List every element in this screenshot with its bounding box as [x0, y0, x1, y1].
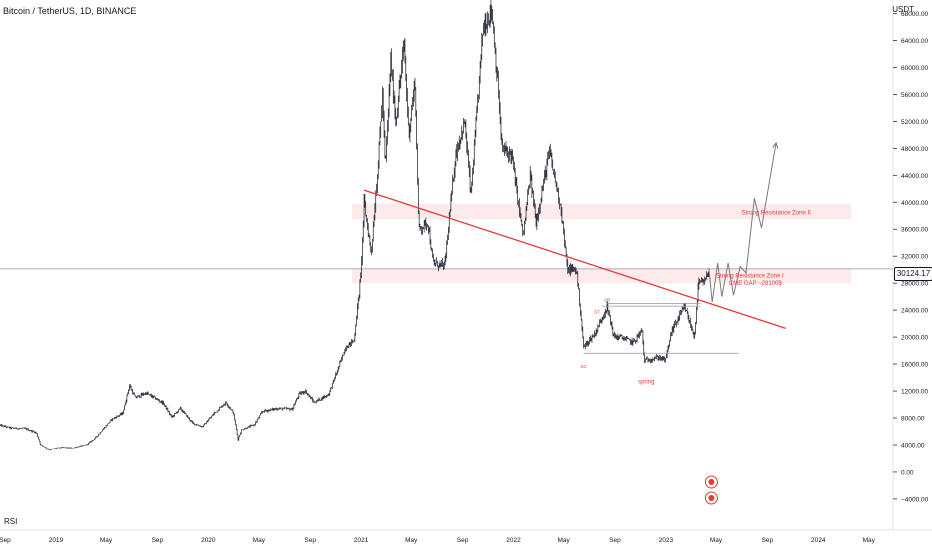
x-tick-label: May	[100, 537, 113, 544]
x-tick-label: Sep	[0, 537, 11, 544]
x-tick-label: Sep	[304, 537, 316, 544]
resistance-zone-label: Strong Resistance Zone II	[741, 210, 811, 216]
y-tick-label: 0.00	[901, 469, 914, 476]
y-tick-label: 40000.00	[901, 200, 928, 207]
y-tick-label: 8000.00	[901, 416, 925, 423]
annotation-label: CME GAP ~28100$	[729, 281, 782, 287]
y-tick-label: 24000.00	[901, 308, 928, 315]
y-tick-label: 36000.00	[901, 227, 928, 234]
x-tick-label: 2023	[659, 537, 674, 544]
y-tick-label: 68000.00	[901, 11, 928, 18]
rsi-indicator-label[interactable]: RSI	[4, 517, 18, 526]
annotation-label: ST	[594, 310, 600, 315]
x-tick-label: 2022	[506, 537, 521, 544]
y-tick-label: 56000.00	[901, 92, 928, 99]
annotation-label: spring	[638, 380, 654, 386]
current-price-tag: 30124.17	[894, 267, 932, 281]
flag-event-icon-dot	[708, 495, 715, 501]
y-tick-label: 32000.00	[901, 254, 928, 261]
lightning-event-icon[interactable]	[704, 475, 718, 489]
x-tick-label: May	[863, 537, 876, 544]
x-tick-label: Sep	[609, 537, 621, 544]
y-tick-label: 48000.00	[901, 146, 928, 153]
flag-event-icon[interactable]	[704, 491, 718, 505]
annotations: Strong Resistance Zone II Strong Resistan…	[581, 210, 812, 385]
x-tick-label: 2024	[811, 537, 826, 544]
x-tick-label: 2019	[49, 537, 64, 544]
y-tick-label: 44000.00	[901, 173, 928, 180]
y-tick-label: 4000.00	[901, 442, 925, 449]
y-tick-label: −4000.00	[901, 496, 929, 503]
projection-path	[708, 142, 777, 303]
currency-label: USDT	[892, 5, 914, 14]
y-tick-label: 60000.00	[901, 65, 928, 72]
resistance-zone-1	[351, 203, 852, 220]
trendline	[363, 189, 786, 329]
y-tick-label: 64000.00	[901, 38, 928, 45]
y-tick-label: 28000.00	[901, 281, 928, 288]
x-tick-label: 2021	[354, 537, 369, 544]
annotation-label: SC	[581, 364, 588, 369]
x-tick-label: May	[710, 537, 723, 544]
drawn-lines	[363, 141, 786, 354]
x-tick-label: May	[253, 537, 266, 544]
y-tick-label: 20000.00	[901, 335, 928, 342]
lightning-event-icon-dot	[708, 479, 715, 485]
y-tick-label: 12000.00	[901, 389, 928, 396]
x-tick-label: Sep	[762, 537, 774, 544]
x-tick-label: May	[557, 537, 570, 544]
projection-arrowhead	[772, 141, 779, 149]
x-tick-label: Sep	[457, 537, 469, 544]
symbol-title: Bitcoin / TetherUS, 1D, BINANCE	[3, 6, 137, 16]
x-tick-label: 2020	[201, 537, 216, 544]
chart-icons[interactable]	[704, 475, 718, 505]
resistance-zone-label: Strong Resistance Zone I	[716, 274, 784, 280]
candles	[0, 0, 710, 451]
y-tick-label: 52000.00	[901, 119, 928, 126]
annotation-label: AR	[604, 297, 611, 302]
x-tick-label: Sep	[152, 537, 164, 544]
y-tick-label: 16000.00	[901, 362, 928, 369]
x-tick-label: May	[405, 537, 418, 544]
